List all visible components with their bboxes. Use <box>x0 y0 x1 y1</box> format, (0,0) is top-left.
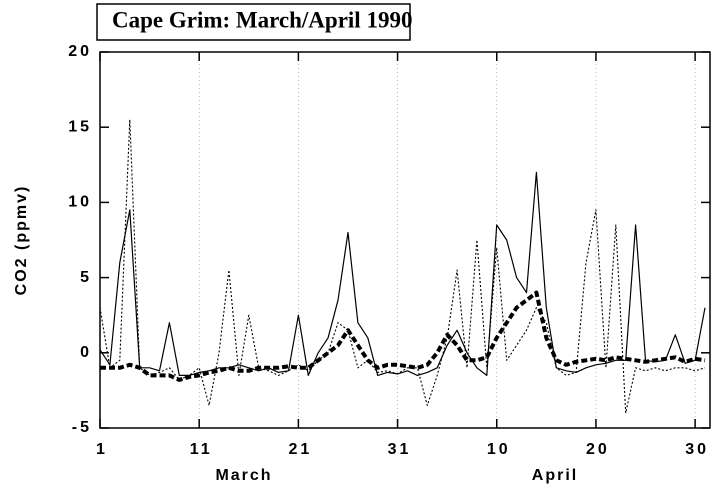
data-line <box>99 119 706 414</box>
x-tick-label: 31 <box>388 441 412 458</box>
data-line <box>99 171 706 376</box>
x-tick-label: 11 <box>190 441 213 458</box>
data-line <box>100 290 706 382</box>
y-tick-label: 10 <box>68 194 92 211</box>
y-axis-label: CO2 (ppmv) <box>13 185 30 296</box>
x-tick-label: 20 <box>586 441 610 458</box>
y-tick-label: 0 <box>80 344 92 361</box>
x-tick-label: 1 <box>96 441 108 458</box>
title-box <box>96 3 411 41</box>
y-tick-label: -5 <box>72 419 92 436</box>
plot-frame <box>99 51 711 429</box>
y-tick-label: 5 <box>80 269 92 286</box>
x-tick-label: 21 <box>288 441 312 458</box>
month-label: March <box>215 467 272 484</box>
chart-title: Cape Grim: March/April 1990 <box>112 7 412 32</box>
y-tick-label: 15 <box>68 118 92 135</box>
y-tick-label: 20 <box>68 43 92 60</box>
x-tick-label: 30 <box>685 441 709 458</box>
month-label: April <box>532 467 578 484</box>
x-tick-label: 10 <box>487 441 511 458</box>
